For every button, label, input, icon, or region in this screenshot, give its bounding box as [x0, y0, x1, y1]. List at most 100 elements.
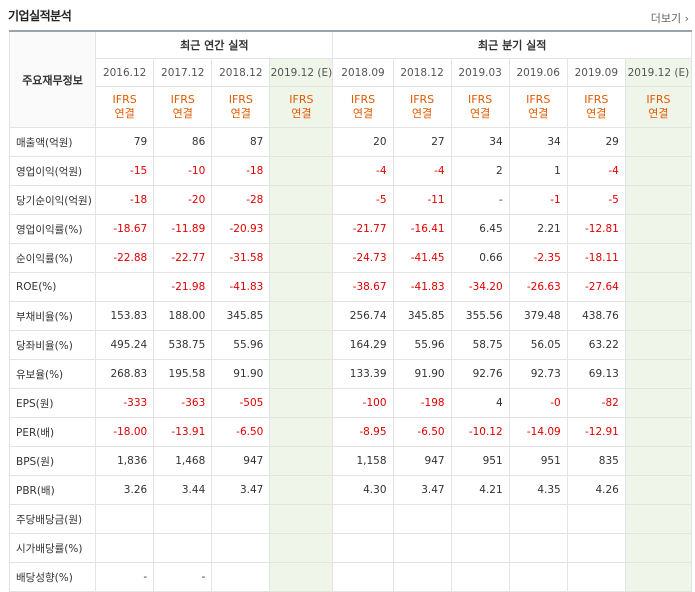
table-cell: 1,468 — [153, 446, 213, 476]
table-cell: -31.58 — [211, 243, 271, 273]
table-cell — [269, 359, 334, 389]
period-header: 2019.09 — [566, 58, 626, 87]
table-cell: -20.93 — [211, 214, 271, 244]
table-cell: -82 — [566, 388, 626, 418]
table-cell: -16.41 — [392, 214, 452, 244]
accounting-type-header: IFRS 연결 — [392, 86, 452, 128]
table-cell: 188.00 — [153, 301, 213, 331]
period-header: 2017.12 — [153, 58, 213, 87]
table-cell: -4 — [332, 156, 394, 186]
table-cell: -38.67 — [332, 272, 394, 302]
table-cell: 4 — [450, 388, 510, 418]
table-cell: 58.75 — [450, 330, 510, 360]
table-cell — [624, 272, 693, 302]
table-cell — [153, 533, 213, 563]
table-row: 당기순이익(억원) -18 -20 -28 -5 -11- -1 -5 — [8, 185, 693, 215]
table-cell — [269, 214, 334, 244]
table-cell: 34 — [508, 127, 568, 157]
table-cell — [269, 127, 334, 157]
row-label: 주당배당금(원) — [8, 504, 97, 534]
table-cell: -22.77 — [153, 243, 213, 273]
table-cell: 92.73 — [508, 359, 568, 389]
table-cell: -22.88 — [95, 243, 155, 273]
table-cell: 4.30 — [332, 475, 394, 505]
table-cell: -4 — [566, 156, 626, 186]
table-cell — [624, 388, 693, 418]
table-cell: -12.81 — [566, 214, 626, 244]
table-row: 영업이익(억원) -15 -10 -18 -4 -4 2 1 -4 — [8, 156, 693, 186]
table-cell: 55.96 — [211, 330, 271, 360]
table-cell: -0 — [508, 388, 568, 418]
table-cell: 1 — [508, 156, 568, 186]
ifrs-label: IFRS — [350, 93, 376, 106]
table-cell — [624, 533, 693, 563]
table-cell — [624, 446, 693, 476]
table-cell: -1 — [508, 185, 568, 215]
table-row: 부채비율(%) 153.83 188.00 345.85 256.74 345.85 355… — [8, 301, 693, 331]
table-cell: 3.47 — [211, 475, 271, 505]
table-cell: -18.67 — [95, 214, 155, 244]
table-cell: 34 — [450, 127, 510, 157]
table-cell — [211, 504, 271, 534]
table-cell: -41.83 — [392, 272, 452, 302]
table-cell: -24.73 — [332, 243, 394, 273]
table-cell — [624, 243, 693, 273]
table-cell: 79 — [95, 127, 155, 157]
ifrs-label: IFRS — [646, 93, 671, 106]
table-cell: -21.98 — [153, 272, 213, 302]
table-cell: -198 — [392, 388, 452, 418]
row-label: BPS(원) — [8, 446, 97, 476]
table-cell — [211, 533, 271, 563]
table-row: 순이익률(%) -22.88 -22.77 -31.58 -24.73 -41.45 0.6… — [8, 243, 693, 273]
accounting-type-header: IFRS 연결 — [153, 86, 213, 128]
table-cell — [95, 272, 155, 302]
row-label: PBR(배) — [8, 475, 97, 505]
more-link[interactable]: 더보기 › — [651, 10, 689, 26]
table-row: 유보율(%) 268.83 195.58 91.90 133.39 91.90 92.76 9… — [8, 359, 693, 389]
table-cell — [566, 562, 626, 592]
table-cell: -27.64 — [566, 272, 626, 302]
table-cell: -8.95 — [332, 417, 394, 447]
table-cell — [332, 504, 394, 534]
table-cell: 164.29 — [332, 330, 394, 360]
table-cell: -12.91 — [566, 417, 626, 447]
table-cell: -18.00 — [95, 417, 155, 447]
table-cell — [566, 533, 626, 563]
table-cell: -21.77 — [332, 214, 394, 244]
table-cell: 87 — [211, 127, 271, 157]
table-cell — [624, 214, 693, 244]
table-cell: 495.24 — [95, 330, 155, 360]
table-cell — [508, 504, 568, 534]
table-cell — [269, 272, 334, 302]
table-cell — [392, 504, 452, 534]
table-cell: 91.90 — [392, 359, 452, 389]
table-cell — [624, 504, 693, 534]
table-cell: -41.45 — [392, 243, 452, 273]
table-cell: 92.76 — [450, 359, 510, 389]
more-label: 더보기 — [650, 12, 682, 25]
table-cell: 835 — [566, 446, 626, 476]
table-cell — [269, 330, 334, 360]
table-cell: -34.20 — [450, 272, 510, 302]
table-row: 주당배당금(원) — [8, 504, 693, 534]
table-cell: -11 — [392, 185, 452, 215]
table-cell: -11.89 — [153, 214, 213, 244]
table-cell — [450, 562, 510, 592]
table-row: 시가배당률(%) — [8, 533, 693, 563]
period-header: 2019.03 — [450, 58, 510, 87]
table-cell: 4.21 — [450, 475, 510, 505]
table-cell: 1,836 — [95, 446, 155, 476]
table-cell — [269, 243, 334, 273]
row-label: 부채비율(%) — [8, 301, 97, 331]
ifrs-label: IFRS — [112, 93, 137, 106]
table-cell — [508, 533, 568, 563]
table-cell: -41.83 — [211, 272, 271, 302]
row-label: 당좌비율(%) — [8, 330, 97, 360]
table-cell: 345.85 — [211, 301, 271, 331]
table-cell — [95, 533, 155, 563]
table-cell: 951 — [508, 446, 568, 476]
ifrs-label: IFRS — [468, 93, 493, 106]
table-cell: 55.96 — [392, 330, 452, 360]
table-cell: 256.74 — [332, 301, 394, 331]
consolidated-label: 연결 — [291, 107, 312, 120]
